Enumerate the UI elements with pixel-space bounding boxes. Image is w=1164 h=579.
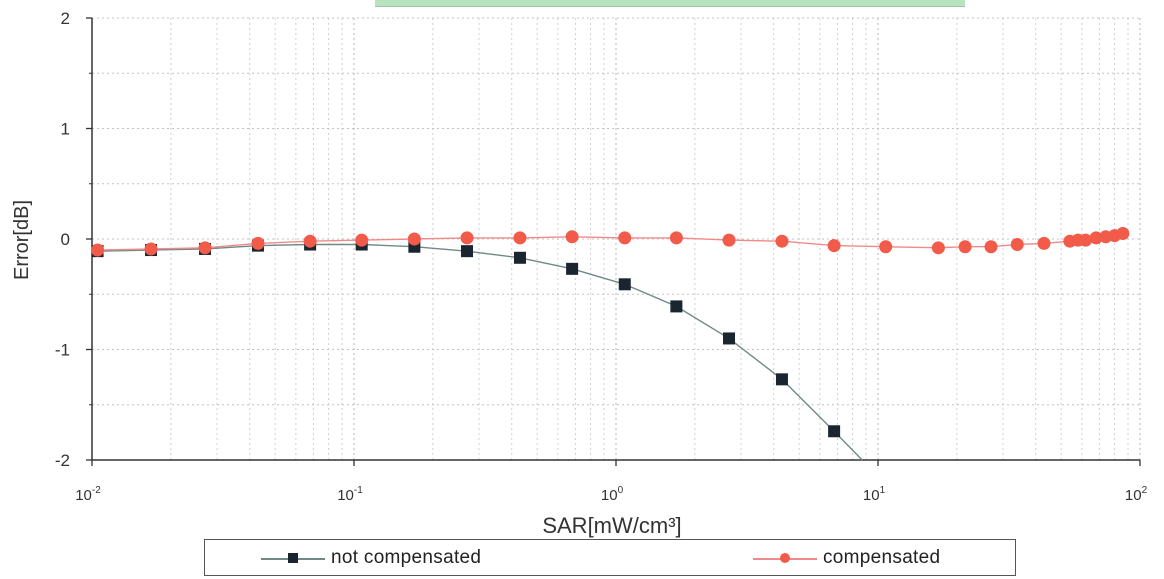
legend-item-compensated: compensated	[753, 547, 941, 568]
x-tick-label: 102	[1125, 485, 1148, 504]
data-point-circle	[303, 234, 317, 248]
data-point-circle	[144, 242, 158, 256]
data-point-square	[513, 251, 526, 264]
y-tick-label: 2	[61, 9, 70, 28]
legend-swatch-circle	[753, 548, 817, 568]
data-point-circle	[565, 230, 579, 244]
data-point-circle	[460, 231, 474, 245]
legend-label-not-compensated: not compensated	[331, 547, 482, 568]
series-layer	[91, 226, 1130, 461]
data-point-square	[461, 245, 474, 258]
x-tick-label: 101	[863, 485, 886, 504]
series-line-0	[97, 243, 863, 461]
data-point-circle	[879, 240, 893, 254]
title-bar-fragment	[375, 0, 965, 7]
data-point-circle	[618, 231, 632, 245]
legend-item-not-compensated: not compensated	[261, 547, 482, 568]
y-tick-label: 1	[61, 120, 70, 139]
x-tick-label: 10-2	[75, 485, 101, 504]
data-point-circle	[251, 236, 265, 250]
y-tick-label: -1	[55, 341, 70, 360]
data-point-circle	[355, 233, 369, 247]
data-point-square	[670, 300, 683, 313]
legend-swatch-square	[261, 548, 325, 568]
data-point-circle	[407, 232, 421, 246]
y-tick-label: -2	[55, 451, 70, 470]
data-point-circle	[669, 231, 683, 245]
data-point-circle	[827, 239, 841, 253]
data-point-circle	[1116, 226, 1130, 240]
data-point-square	[723, 332, 736, 345]
data-point-square	[828, 425, 841, 438]
data-point-circle	[1089, 231, 1103, 245]
data-point-circle	[1037, 236, 1051, 250]
legend: not compensated compensated	[204, 539, 1016, 576]
y-axis-label: Error[dB]	[11, 200, 33, 280]
axes: -2 -1 0 1 2 10-2 10-1 100 101 102	[55, 9, 1148, 504]
data-point-square	[618, 278, 631, 291]
grid	[91, 17, 1141, 461]
data-point-circle	[984, 240, 998, 254]
x-tick-label: 10-1	[337, 485, 363, 504]
data-point-circle	[722, 233, 736, 247]
data-point-square	[566, 262, 579, 275]
legend-label-compensated: compensated	[823, 547, 941, 568]
data-point-circle	[775, 234, 789, 248]
data-point-circle	[1010, 238, 1024, 252]
data-point-circle	[931, 241, 945, 255]
x-tick-label: 100	[601, 485, 624, 504]
data-point-circle	[958, 240, 972, 254]
x-axis-label: SAR[mW/cm³]	[542, 513, 681, 538]
data-point-circle	[513, 231, 527, 245]
data-point-square	[775, 373, 788, 386]
data-point-circle	[198, 241, 212, 255]
y-tick-label: 0	[61, 230, 70, 249]
data-point-circle	[91, 243, 105, 257]
data-point-circle	[1079, 233, 1093, 247]
